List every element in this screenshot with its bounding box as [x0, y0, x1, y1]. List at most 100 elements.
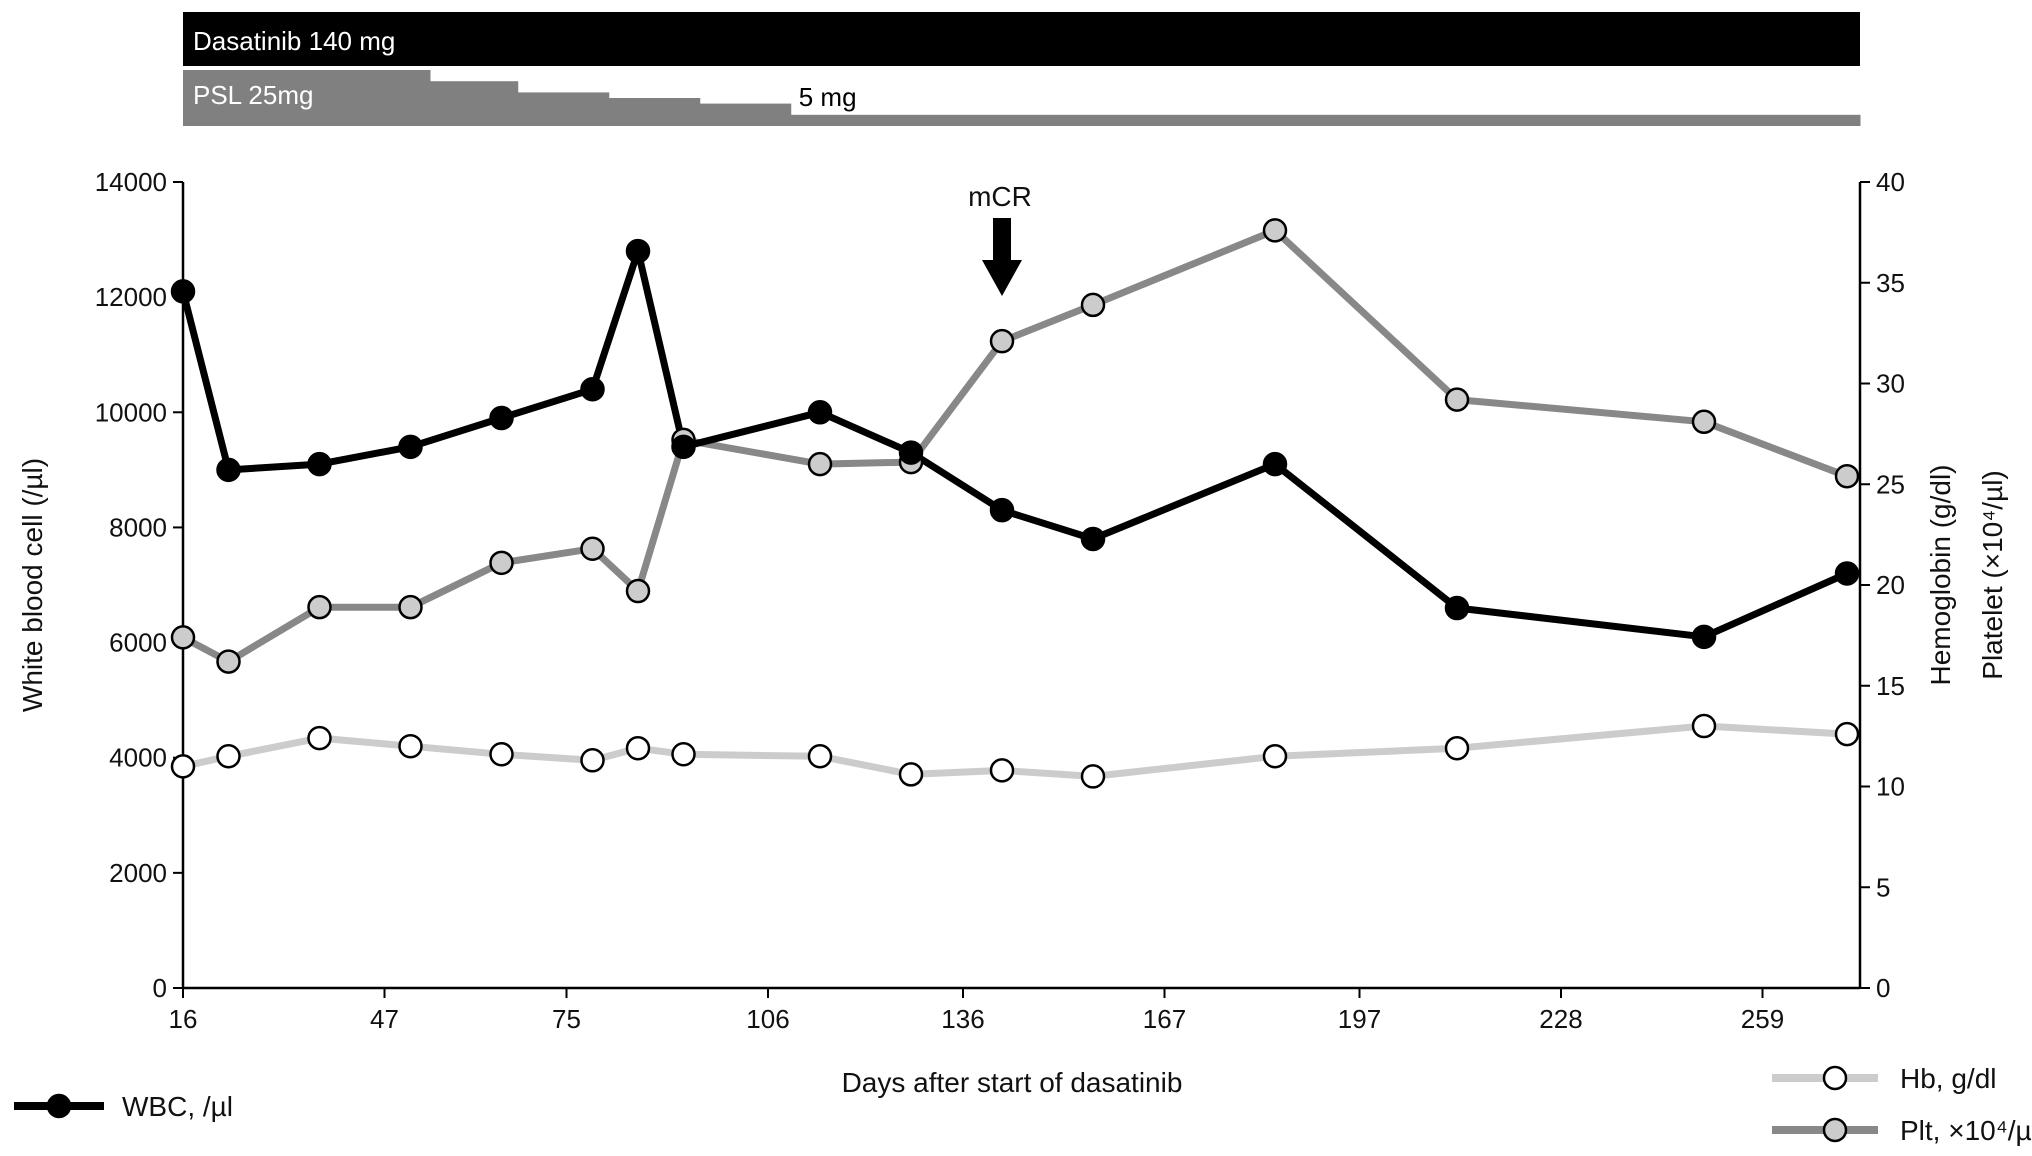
psl-dose-step: [790, 114, 1861, 126]
series-1-point: [216, 744, 241, 769]
x-tick-label: 75: [552, 1004, 581, 1034]
right-y-tick-label: 0: [1876, 973, 1890, 1003]
series-2-point: [307, 594, 332, 620]
left-y-tick-label: 6000: [109, 628, 167, 658]
series-0-point: [398, 434, 423, 460]
psl-end-label: 5 mg: [799, 82, 857, 112]
tick-labels: 0 2000 4000 6000 8000 10000 12000 14000 0 5 10 15 20…: [95, 167, 1905, 1034]
series-2-point: [625, 578, 651, 604]
series-2-point: [1691, 409, 1717, 435]
series-1-point: [1080, 764, 1106, 789]
x-tick-label: 16: [169, 1004, 198, 1034]
series-1-point: [898, 762, 924, 787]
right-y-tick-label: 35: [1876, 268, 1905, 298]
x-tick-label: 228: [1539, 1004, 1582, 1034]
left-y-tick-label: 2000: [109, 858, 167, 888]
series-0-point: [1262, 451, 1288, 477]
series-2-point: [580, 536, 605, 561]
psl-dose-step: [183, 70, 431, 126]
left-y-tick-label: 12000: [95, 282, 167, 312]
left-y-tick-label: 0: [153, 973, 167, 1003]
series-1-point: [489, 742, 514, 767]
psl-dose-step: [608, 98, 701, 126]
psl-bar-label: PSL 25mg: [193, 80, 313, 110]
mcr-annotation-label: mCR: [968, 181, 1032, 212]
series-2-point: [1080, 292, 1106, 318]
legend-swatch-marker: [1822, 1065, 1848, 1091]
x-tick-label: 47: [370, 1004, 399, 1034]
legend: WBC, /µl Hb, g/dl Plt, ×10⁴/µl: [14, 1063, 2032, 1146]
series-1-point: [170, 754, 196, 779]
dasatinib-bar: [183, 12, 1860, 66]
series-line-2: [181, 226, 1849, 666]
series-2-point: [989, 328, 1015, 354]
series-0-point: [170, 279, 196, 304]
series-0-point: [625, 238, 651, 264]
right-y-tick-label: 40: [1876, 167, 1905, 197]
right-y-tick-label: 10: [1876, 772, 1905, 802]
right-y-tick-label: 30: [1876, 369, 1905, 399]
series-1-point: [398, 733, 423, 759]
series-0-point: [489, 405, 514, 431]
series-1-point: [807, 744, 833, 769]
legend-label: Hb, g/dl: [1900, 1063, 1997, 1094]
left-y-tick-label: 8000: [109, 512, 167, 542]
legend-label: Plt, ×10⁴/µl: [1900, 1115, 2032, 1146]
series-2-point: [216, 649, 241, 674]
series-1-point: [671, 742, 696, 767]
right-y-tick-label: 25: [1876, 469, 1905, 499]
series-0-point: [807, 400, 833, 425]
left-y-tick-label: 14000: [95, 167, 167, 197]
series-1-point: [580, 748, 605, 773]
chart-annotations: mCR: [968, 181, 1032, 296]
chart-axes: [181, 182, 1862, 990]
series-0-point: [671, 434, 696, 460]
series-2-point: [1444, 387, 1470, 412]
series-2-point: [398, 594, 423, 620]
series-1-point: [989, 758, 1015, 783]
series-2-point: [1262, 218, 1288, 243]
psl-dose-step: [430, 81, 519, 126]
right-y-axis-title-platelet: Platelet (×10⁴/µl): [1977, 470, 2008, 679]
left-y-axis-title: White blood cell (/µl): [17, 458, 48, 712]
mcr-arrow-icon: [982, 218, 1022, 296]
series-0-point: [989, 497, 1015, 523]
series-1-point: [1262, 744, 1288, 769]
x-tick-label: 197: [1338, 1004, 1381, 1034]
series-0-point: [1444, 595, 1470, 621]
right-y-axis-title-hemoglobin: Hemoglobin (g/dl): [1925, 465, 1956, 686]
legend-swatch-marker: [46, 1093, 72, 1119]
left-y-tick-label: 4000: [109, 743, 167, 773]
series-1-point: [1691, 713, 1717, 739]
series-0-point: [580, 377, 605, 402]
psl-dose-step: [517, 92, 610, 126]
series-0-point: [1080, 526, 1106, 552]
right-y-tick-label: 20: [1876, 570, 1905, 600]
legend-swatch-marker: [1822, 1117, 1848, 1143]
series-1-point: [625, 735, 651, 761]
series-1-point: [307, 725, 332, 751]
series-2-point: [170, 625, 196, 650]
x-tick-label: 106: [746, 1004, 789, 1034]
treatment-bars: Dasatinib 140 mg PSL 25mg 5 mg: [183, 12, 1861, 126]
legend-label: WBC, /µl: [122, 1091, 233, 1122]
x-axis-title: Days after start of dasatinib: [842, 1067, 1183, 1098]
series-0-point: [307, 451, 332, 477]
series-2-point: [807, 451, 833, 477]
series-0-point: [898, 440, 924, 465]
series-1-point: [1444, 735, 1470, 761]
chart-series: [170, 218, 1860, 789]
x-tick-label: 259: [1741, 1004, 1784, 1034]
dasatinib-bar-label: Dasatinib 140 mg: [193, 26, 395, 56]
series-line-0: [179, 247, 1849, 641]
psl-dose-step: [699, 103, 792, 126]
series-0-point: [216, 457, 241, 483]
x-tick-label: 167: [1143, 1004, 1186, 1034]
series-0-point: [1691, 624, 1717, 650]
x-tick-label: 136: [941, 1004, 984, 1034]
right-y-tick-label: 15: [1876, 671, 1905, 701]
series-1-point: [1834, 721, 1860, 747]
left-y-tick-label: 10000: [95, 397, 167, 427]
series-line-1: [182, 722, 1848, 780]
